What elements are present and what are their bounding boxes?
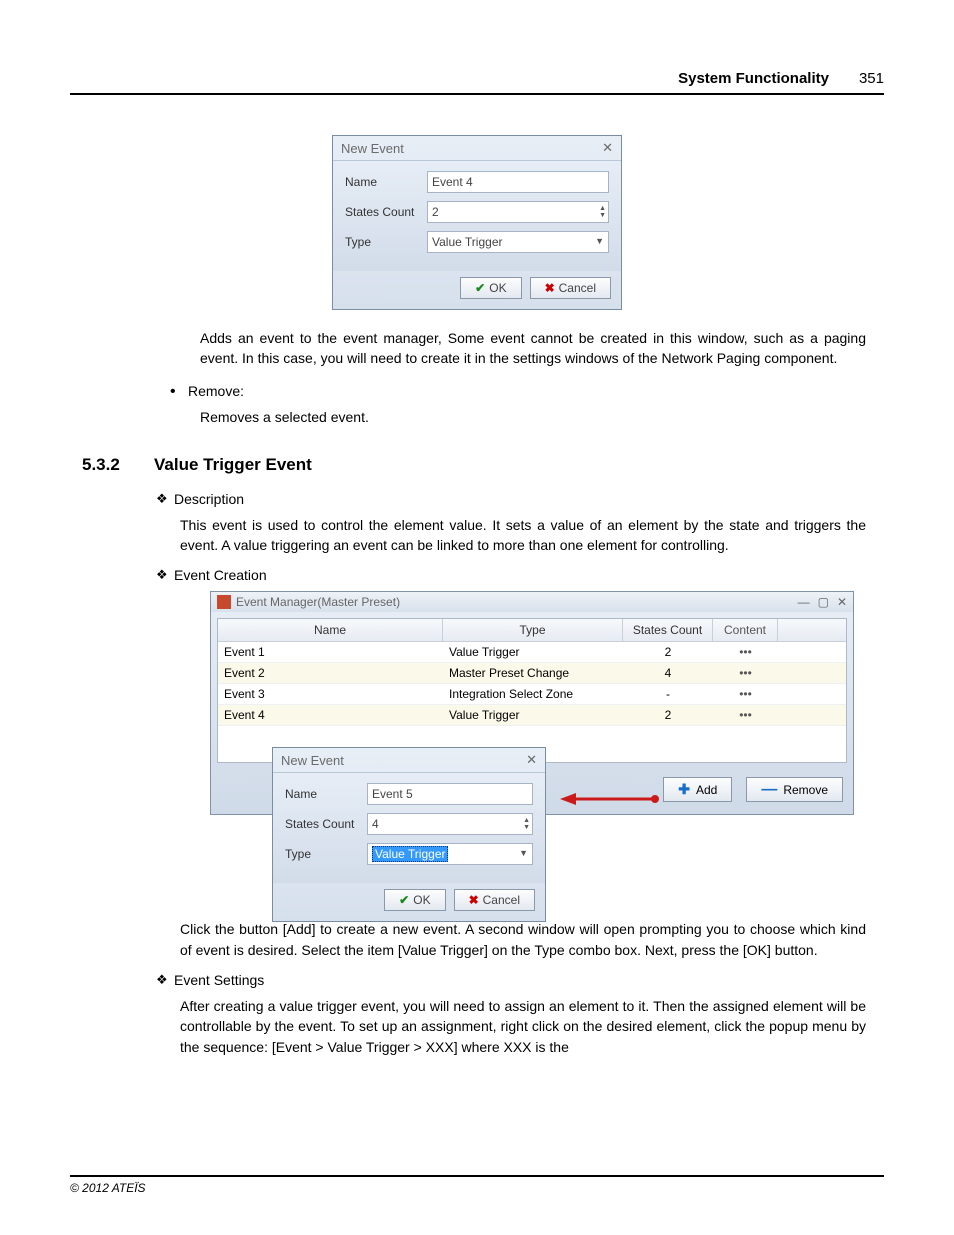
event-creation-heading: Event Creation bbox=[174, 567, 267, 583]
states-count-input[interactable]: 4 ▲▼ bbox=[367, 813, 533, 835]
cell-sc: 4 bbox=[623, 663, 713, 683]
event-settings-heading: Event Settings bbox=[174, 972, 264, 988]
new-event-dialog-1: New Event ✕ Name Event 4 States Count 2 … bbox=[332, 135, 622, 310]
col-states-count: States Count bbox=[623, 619, 713, 641]
description-heading: Description bbox=[174, 491, 244, 507]
type-combo[interactable]: Value Trigger ▼ bbox=[427, 231, 609, 253]
table-row[interactable]: Event 3Integration Select Zone-••• bbox=[218, 684, 846, 705]
dialog2-title: New Event bbox=[281, 753, 344, 768]
name-label: Name bbox=[345, 175, 427, 189]
cell-type: Value Trigger bbox=[443, 642, 623, 662]
page-number: 351 bbox=[859, 70, 884, 87]
cell-type: Integration Select Zone bbox=[443, 684, 623, 704]
maximize-icon[interactable]: ▢ bbox=[818, 595, 829, 609]
page-header: System Functionality 351 bbox=[70, 70, 884, 95]
cell-content[interactable]: ••• bbox=[713, 642, 778, 662]
cell-content[interactable]: ••• bbox=[713, 705, 778, 725]
type-combo[interactable]: Value Trigger ▼ bbox=[367, 843, 533, 865]
cell-sc: 2 bbox=[623, 642, 713, 662]
new-event-dialog-2: New Event ✕ Name Event 5 States Count 4 … bbox=[272, 747, 546, 922]
footer: © 2012 ATEÏS bbox=[70, 1175, 884, 1195]
remove-button[interactable]: —Remove bbox=[746, 777, 843, 802]
check-icon: ✔ bbox=[475, 281, 485, 295]
cell-sc: - bbox=[623, 684, 713, 704]
cell-content[interactable]: ••• bbox=[713, 684, 778, 704]
name-input[interactable]: Event 4 bbox=[427, 171, 609, 193]
remove-heading: Remove: bbox=[188, 383, 244, 401]
dialog1-title: New Event bbox=[341, 141, 404, 156]
x-icon: ✖ bbox=[469, 893, 479, 907]
table-row[interactable]: Event 1Value Trigger2••• bbox=[218, 642, 846, 663]
cancel-button[interactable]: ✖Cancel bbox=[530, 277, 611, 299]
close-icon[interactable]: ✕ bbox=[602, 140, 613, 156]
states-count-input[interactable]: 2 ▲▼ bbox=[427, 201, 609, 223]
cell-name: Event 2 bbox=[218, 663, 443, 683]
remove-description: Removes a selected event. bbox=[200, 407, 866, 427]
section-heading: 5.3.2 Value Trigger Event bbox=[70, 455, 884, 475]
chevron-down-icon[interactable]: ▼ bbox=[519, 848, 528, 858]
chevron-down-icon[interactable]: ▼ bbox=[595, 236, 604, 246]
close-icon[interactable]: ✕ bbox=[837, 595, 847, 609]
event-table: Name Type States Count Content Event 1Va… bbox=[217, 618, 847, 763]
check-icon: ✔ bbox=[399, 893, 409, 907]
cell-type: Value Trigger bbox=[443, 705, 623, 725]
spinner-icon[interactable]: ▲▼ bbox=[523, 815, 530, 833]
col-content: Content bbox=[713, 619, 778, 641]
spinner-icon[interactable]: ▲▼ bbox=[599, 203, 606, 221]
name-input[interactable]: Event 5 bbox=[367, 783, 533, 805]
type-label: Type bbox=[285, 847, 367, 861]
diamond-icon: ❖ bbox=[156, 491, 174, 507]
table-row[interactable]: Event 4Value Trigger2••• bbox=[218, 705, 846, 726]
minus-icon: — bbox=[761, 785, 777, 795]
col-type: Type bbox=[443, 619, 623, 641]
close-icon[interactable]: ✕ bbox=[526, 752, 537, 768]
name-label: Name bbox=[285, 787, 367, 801]
minimize-icon[interactable]: — bbox=[798, 595, 810, 609]
states-count-label: States Count bbox=[345, 205, 427, 219]
plus-icon: ✚ bbox=[678, 781, 690, 798]
cell-sc: 2 bbox=[623, 705, 713, 725]
click-text: Click the button [Add] to create a new e… bbox=[180, 919, 866, 960]
col-name: Name bbox=[218, 619, 443, 641]
settings-text: After creating a value trigger event, yo… bbox=[180, 996, 866, 1057]
cancel-button[interactable]: ✖Cancel bbox=[454, 889, 535, 911]
ok-button[interactable]: ✔OK bbox=[384, 889, 445, 911]
em-title: Event Manager(Master Preset) bbox=[236, 595, 400, 609]
description-text: This event is used to control the elemen… bbox=[180, 515, 866, 556]
cell-content[interactable]: ••• bbox=[713, 663, 778, 683]
diamond-icon: ❖ bbox=[156, 567, 174, 583]
cell-type: Master Preset Change bbox=[443, 663, 623, 683]
cell-name: Event 3 bbox=[218, 684, 443, 704]
app-icon bbox=[217, 595, 231, 609]
add-description: Adds an event to the event manager, Some… bbox=[200, 328, 866, 369]
cell-name: Event 4 bbox=[218, 705, 443, 725]
cell-name: Event 1 bbox=[218, 642, 443, 662]
table-row[interactable]: Event 2Master Preset Change4••• bbox=[218, 663, 846, 684]
x-icon: ✖ bbox=[545, 281, 555, 295]
add-button[interactable]: ✚Add bbox=[663, 777, 732, 802]
ok-button[interactable]: ✔OK bbox=[460, 277, 521, 299]
header-title: System Functionality bbox=[678, 70, 829, 87]
bullet-icon: • bbox=[170, 383, 188, 401]
states-count-label: States Count bbox=[285, 817, 367, 831]
diamond-icon: ❖ bbox=[156, 972, 174, 988]
type-label: Type bbox=[345, 235, 427, 249]
